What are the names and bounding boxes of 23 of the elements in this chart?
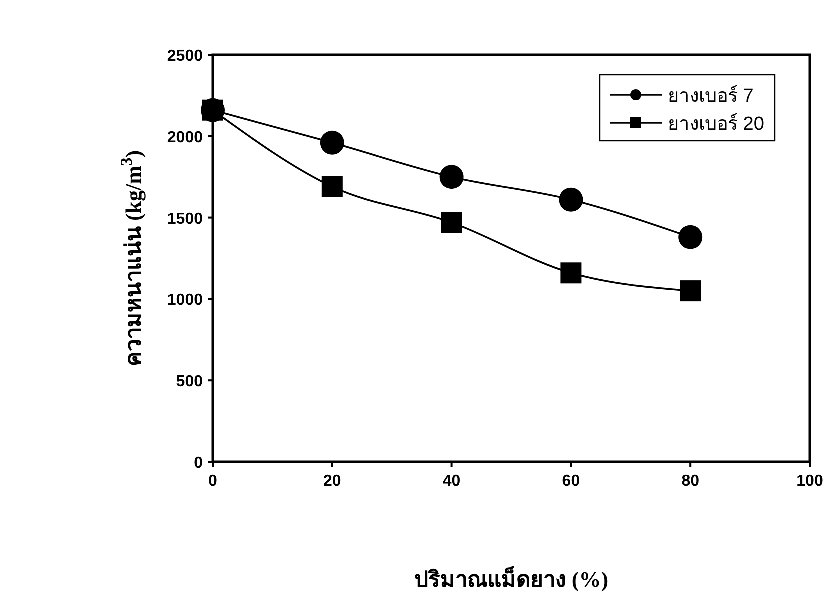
y-tick-label: 2000 bbox=[167, 129, 204, 146]
x-tick-label: 60 bbox=[562, 473, 580, 490]
y-tick-label: 0 bbox=[194, 455, 204, 472]
point bbox=[678, 225, 703, 250]
legend-label: ยางเบอร์ 20 bbox=[668, 113, 764, 135]
point bbox=[560, 262, 582, 284]
point bbox=[440, 165, 464, 190]
x-tick-label: 40 bbox=[442, 473, 461, 490]
legend-label: ยางเบอร์ 7 bbox=[668, 85, 754, 107]
x-tick-label: 80 bbox=[682, 473, 700, 490]
point bbox=[322, 176, 343, 198]
point bbox=[320, 130, 344, 155]
point bbox=[680, 280, 702, 302]
y-tick-label: 1000 bbox=[167, 292, 204, 310]
y-tick-label: 500 bbox=[176, 374, 204, 391]
y-tick-label: 1500 bbox=[167, 210, 204, 228]
x-axis-title: ปริมาณแม็ดยาง (%) bbox=[414, 565, 609, 592]
point bbox=[559, 188, 584, 212]
x-tick-label: 0 bbox=[208, 473, 218, 490]
y-tick-label: 2500 bbox=[167, 48, 204, 65]
point bbox=[441, 212, 462, 234]
x-tick-label: 100 bbox=[796, 473, 824, 490]
x-tick-label: 20 bbox=[324, 473, 342, 490]
